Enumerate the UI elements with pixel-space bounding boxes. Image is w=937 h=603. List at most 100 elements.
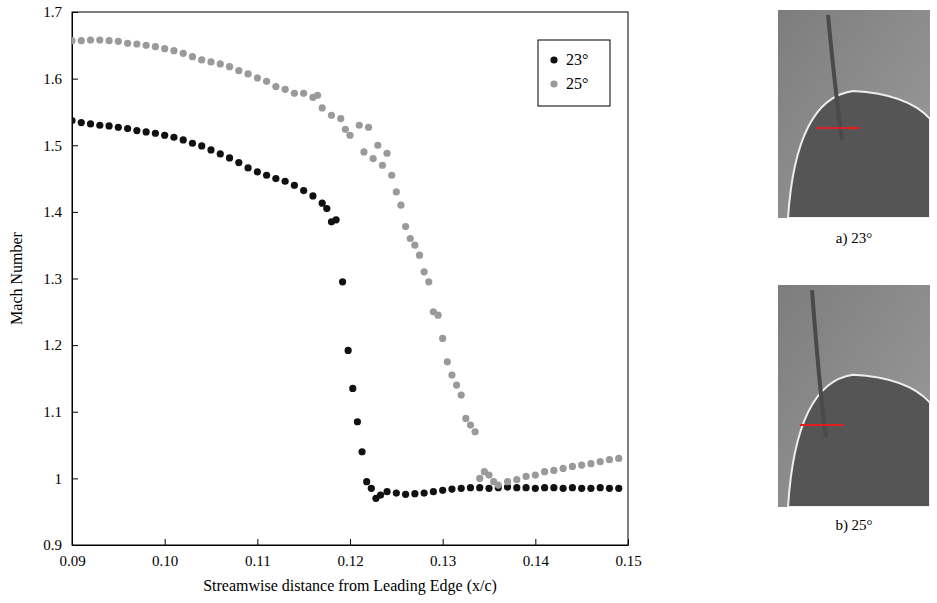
point xyxy=(541,484,548,491)
tick-mark xyxy=(72,145,78,146)
point xyxy=(189,53,196,60)
point xyxy=(513,484,520,491)
point xyxy=(105,37,112,44)
point xyxy=(532,471,539,478)
point xyxy=(124,125,131,132)
tick: 0.9 xyxy=(43,537,78,553)
point xyxy=(72,117,76,124)
point xyxy=(434,312,441,319)
tick-label: 1.7 xyxy=(43,4,62,20)
probe-line xyxy=(800,424,844,426)
x-axis-title: Streamwise distance from Leading Edge (x… xyxy=(203,577,497,595)
point xyxy=(78,37,85,44)
tick-label: 0.14 xyxy=(523,553,550,569)
point xyxy=(363,478,370,485)
chart: 0.090.100.110.120.130.140.150.911.11.21.… xyxy=(0,0,937,603)
point xyxy=(472,428,479,435)
tick-mark xyxy=(535,539,536,545)
point xyxy=(393,188,400,195)
point xyxy=(407,235,414,242)
point xyxy=(272,175,279,182)
tick-mark xyxy=(72,545,78,546)
point xyxy=(587,485,594,492)
point xyxy=(254,168,261,175)
tick-mark xyxy=(72,79,78,80)
point xyxy=(453,382,460,389)
point xyxy=(323,205,330,212)
point xyxy=(143,42,150,49)
point xyxy=(569,484,576,491)
point xyxy=(314,92,321,99)
point xyxy=(444,358,451,365)
point xyxy=(485,471,492,478)
point xyxy=(152,43,159,50)
point xyxy=(161,132,168,139)
point xyxy=(606,456,613,463)
point xyxy=(550,484,557,491)
shock xyxy=(828,15,842,140)
point xyxy=(170,47,177,54)
point xyxy=(133,127,140,134)
tick-label: 1.3 xyxy=(43,271,62,287)
point xyxy=(458,485,465,492)
point xyxy=(180,136,187,143)
point xyxy=(235,67,242,74)
tick-mark xyxy=(72,345,78,346)
point xyxy=(339,278,346,285)
point xyxy=(402,223,409,230)
y-axis: 0.911.11.21.31.41.51.61.7 xyxy=(43,4,78,553)
point xyxy=(300,187,307,194)
point xyxy=(356,122,363,129)
point xyxy=(87,36,94,43)
point xyxy=(161,45,168,52)
image-background xyxy=(778,285,930,507)
airfoil xyxy=(788,375,930,507)
point xyxy=(411,242,418,249)
point xyxy=(282,86,289,93)
tick: 1 xyxy=(55,471,79,487)
point xyxy=(467,484,474,491)
point xyxy=(532,485,539,492)
point xyxy=(397,202,404,209)
point xyxy=(550,467,557,474)
point xyxy=(458,391,465,398)
tick-label: 0.12 xyxy=(337,553,363,569)
point xyxy=(383,488,390,495)
point xyxy=(217,150,224,157)
point xyxy=(309,192,316,199)
tick: 1.4 xyxy=(43,204,78,220)
tick: 1.3 xyxy=(43,271,78,287)
point xyxy=(485,485,492,492)
point xyxy=(522,473,529,480)
tick: 1.5 xyxy=(43,138,78,154)
point xyxy=(569,463,576,470)
series xyxy=(72,117,622,502)
point xyxy=(439,487,446,494)
point xyxy=(448,485,455,492)
schlieren-image xyxy=(778,285,930,507)
tick: 0.10 xyxy=(152,539,178,569)
tick-label: 0.09 xyxy=(59,553,85,569)
point xyxy=(170,134,177,141)
tick: 1.7 xyxy=(43,4,78,20)
schlieren-image xyxy=(778,10,930,218)
point xyxy=(300,90,307,97)
point xyxy=(342,126,349,133)
axis-line xyxy=(73,545,629,546)
tick: 0.13 xyxy=(430,539,456,569)
legend-label: 23° xyxy=(566,51,588,68)
point xyxy=(345,347,352,354)
point xyxy=(615,455,622,462)
point xyxy=(124,40,131,47)
legend-marker xyxy=(550,80,557,87)
point xyxy=(244,164,251,171)
point xyxy=(133,40,140,47)
tick-mark xyxy=(350,539,351,545)
point xyxy=(402,491,409,498)
legend-marker xyxy=(550,56,557,63)
point xyxy=(96,36,103,43)
point xyxy=(411,490,418,497)
tick-label: 1.1 xyxy=(43,404,62,420)
point xyxy=(198,56,205,63)
point xyxy=(282,178,289,185)
